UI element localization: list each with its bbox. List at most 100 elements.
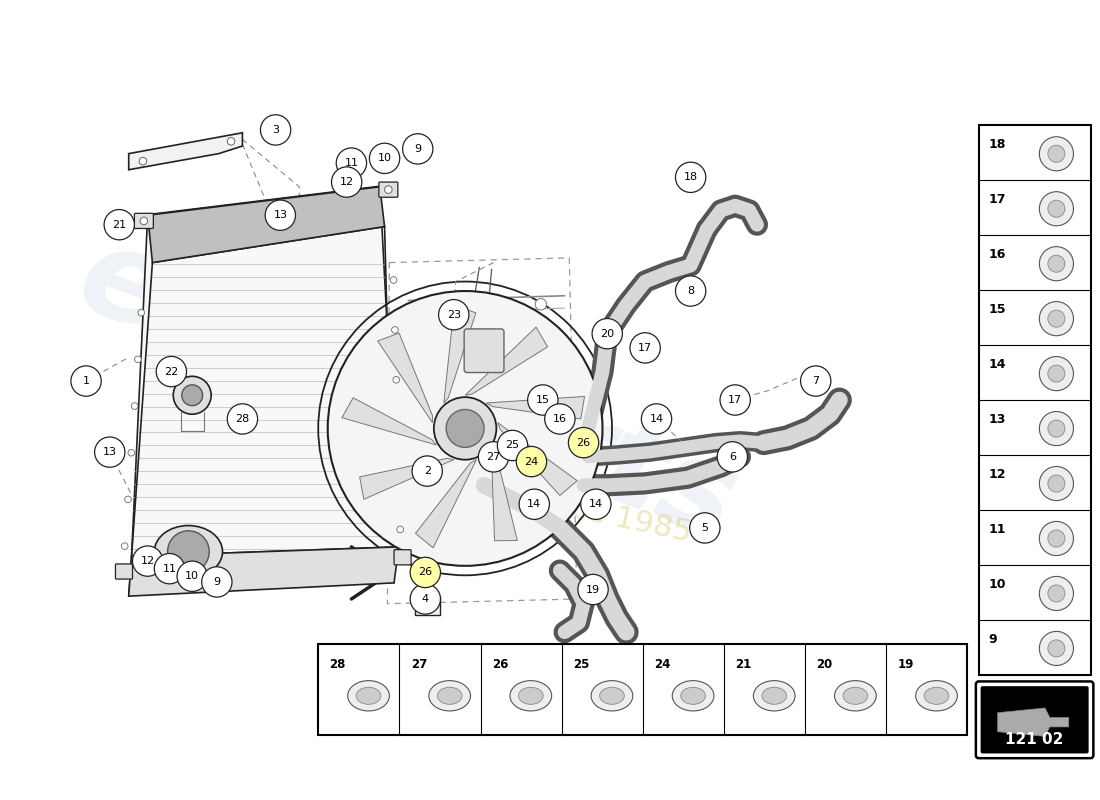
Text: 22: 22 — [164, 366, 178, 377]
Text: 6: 6 — [729, 452, 736, 462]
Circle shape — [630, 333, 660, 363]
Circle shape — [1040, 522, 1074, 555]
Ellipse shape — [762, 687, 786, 704]
Polygon shape — [443, 306, 476, 403]
Circle shape — [544, 404, 575, 434]
Circle shape — [1048, 255, 1065, 272]
Text: 121 02: 121 02 — [1005, 732, 1064, 747]
Text: 20: 20 — [601, 329, 614, 338]
Circle shape — [1048, 585, 1065, 602]
Text: 27: 27 — [486, 452, 500, 462]
Text: 11: 11 — [163, 564, 176, 574]
Circle shape — [412, 456, 442, 486]
Circle shape — [516, 446, 547, 477]
Polygon shape — [416, 459, 476, 548]
Circle shape — [675, 162, 706, 193]
Text: 27: 27 — [410, 658, 427, 670]
Polygon shape — [360, 458, 454, 499]
Circle shape — [439, 299, 469, 330]
Polygon shape — [486, 397, 584, 419]
Circle shape — [1048, 475, 1065, 492]
Text: 24: 24 — [525, 457, 539, 466]
Text: 3: 3 — [272, 125, 279, 135]
Ellipse shape — [356, 687, 381, 704]
Polygon shape — [132, 186, 399, 556]
Circle shape — [331, 167, 362, 198]
Circle shape — [1048, 146, 1065, 162]
Circle shape — [228, 138, 234, 145]
Text: 21: 21 — [112, 220, 126, 230]
Circle shape — [478, 442, 508, 472]
Ellipse shape — [915, 681, 957, 711]
Text: 17: 17 — [728, 395, 743, 405]
Text: a passion for parts since 1985: a passion for parts since 1985 — [236, 423, 694, 547]
Text: 13: 13 — [273, 210, 287, 220]
Circle shape — [134, 356, 141, 362]
Polygon shape — [129, 133, 242, 170]
Text: 10: 10 — [988, 578, 1005, 590]
Text: 25: 25 — [573, 658, 590, 670]
Circle shape — [167, 530, 209, 573]
Circle shape — [1040, 302, 1074, 336]
Ellipse shape — [438, 687, 462, 704]
Polygon shape — [377, 333, 432, 422]
Text: 16: 16 — [988, 248, 1005, 261]
Text: 8: 8 — [688, 286, 694, 296]
Polygon shape — [129, 547, 399, 596]
Text: 2: 2 — [424, 466, 431, 476]
Circle shape — [174, 376, 211, 414]
Circle shape — [70, 366, 101, 396]
Text: 14: 14 — [527, 499, 541, 510]
Circle shape — [394, 426, 400, 433]
Text: 19: 19 — [898, 658, 914, 670]
Text: 26: 26 — [418, 567, 432, 578]
Text: 10: 10 — [185, 571, 199, 582]
Ellipse shape — [154, 526, 222, 578]
FancyBboxPatch shape — [378, 182, 398, 198]
Circle shape — [431, 298, 442, 310]
Circle shape — [1048, 530, 1065, 547]
Circle shape — [139, 158, 146, 165]
Circle shape — [1040, 357, 1074, 390]
FancyBboxPatch shape — [976, 682, 1093, 758]
Text: 18: 18 — [988, 138, 1005, 151]
Text: 18: 18 — [683, 172, 697, 182]
Circle shape — [592, 318, 623, 349]
Circle shape — [447, 410, 484, 447]
Text: 1: 1 — [82, 376, 89, 386]
Circle shape — [410, 584, 440, 614]
Circle shape — [132, 546, 163, 576]
Ellipse shape — [754, 681, 795, 711]
FancyBboxPatch shape — [464, 329, 504, 373]
Circle shape — [1048, 200, 1065, 218]
Text: 14: 14 — [649, 414, 663, 424]
Text: 28: 28 — [235, 414, 250, 424]
Circle shape — [1040, 631, 1074, 666]
Text: 11: 11 — [344, 158, 359, 168]
Text: 14: 14 — [588, 499, 603, 510]
FancyBboxPatch shape — [116, 564, 132, 579]
Circle shape — [536, 298, 547, 310]
Polygon shape — [465, 327, 548, 395]
Circle shape — [390, 277, 397, 283]
Circle shape — [128, 450, 134, 456]
Polygon shape — [998, 708, 1069, 736]
Text: 16: 16 — [553, 414, 566, 424]
Circle shape — [265, 200, 296, 230]
Text: 23: 23 — [447, 310, 461, 320]
Circle shape — [396, 476, 403, 483]
Ellipse shape — [348, 681, 389, 711]
Circle shape — [1048, 310, 1065, 327]
Circle shape — [581, 489, 611, 519]
Circle shape — [1048, 640, 1065, 657]
Circle shape — [641, 404, 672, 434]
Text: 9: 9 — [213, 577, 220, 587]
Circle shape — [497, 298, 508, 310]
Ellipse shape — [672, 681, 714, 711]
Circle shape — [801, 366, 830, 396]
Text: 28: 28 — [330, 658, 346, 670]
FancyBboxPatch shape — [318, 645, 967, 734]
Text: 13: 13 — [102, 447, 117, 457]
Text: 14: 14 — [988, 358, 1005, 370]
Circle shape — [370, 143, 399, 174]
